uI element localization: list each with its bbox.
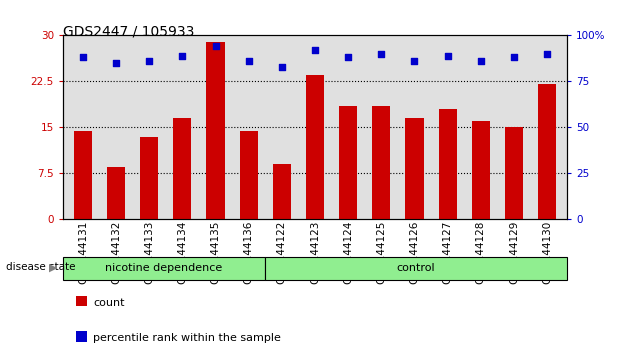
Bar xyxy=(207,41,225,219)
Text: percentile rank within the sample: percentile rank within the sample xyxy=(93,333,281,343)
Text: count: count xyxy=(93,298,125,308)
Bar xyxy=(306,75,324,219)
Bar xyxy=(405,118,423,219)
Bar xyxy=(76,296,87,306)
Bar xyxy=(107,167,125,219)
Point xyxy=(177,53,187,58)
Bar xyxy=(239,131,258,219)
Point xyxy=(509,55,519,60)
Point xyxy=(310,47,320,53)
Point xyxy=(376,51,386,57)
Bar xyxy=(472,121,490,219)
Point xyxy=(476,58,486,64)
Bar xyxy=(438,109,457,219)
Point xyxy=(144,58,154,64)
Bar xyxy=(74,131,92,219)
Text: ▶: ▶ xyxy=(50,262,58,272)
Point xyxy=(410,58,420,64)
Point xyxy=(343,55,353,60)
Bar xyxy=(173,118,192,219)
Text: nicotine dependence: nicotine dependence xyxy=(105,263,222,273)
Bar xyxy=(339,106,357,219)
Text: control: control xyxy=(396,263,435,273)
Bar xyxy=(140,137,158,219)
Bar xyxy=(372,106,391,219)
Point xyxy=(443,53,453,58)
Bar xyxy=(538,85,556,219)
Bar xyxy=(63,257,265,280)
Bar xyxy=(273,164,291,219)
Bar xyxy=(505,127,523,219)
Point xyxy=(210,44,220,49)
Point xyxy=(542,51,552,57)
Point xyxy=(277,64,287,69)
Bar xyxy=(265,257,567,280)
Bar xyxy=(76,331,87,342)
Point xyxy=(111,60,121,66)
Point xyxy=(78,55,88,60)
Point xyxy=(244,58,254,64)
Text: GDS2447 / 105933: GDS2447 / 105933 xyxy=(63,25,195,39)
Text: disease state: disease state xyxy=(6,262,76,272)
